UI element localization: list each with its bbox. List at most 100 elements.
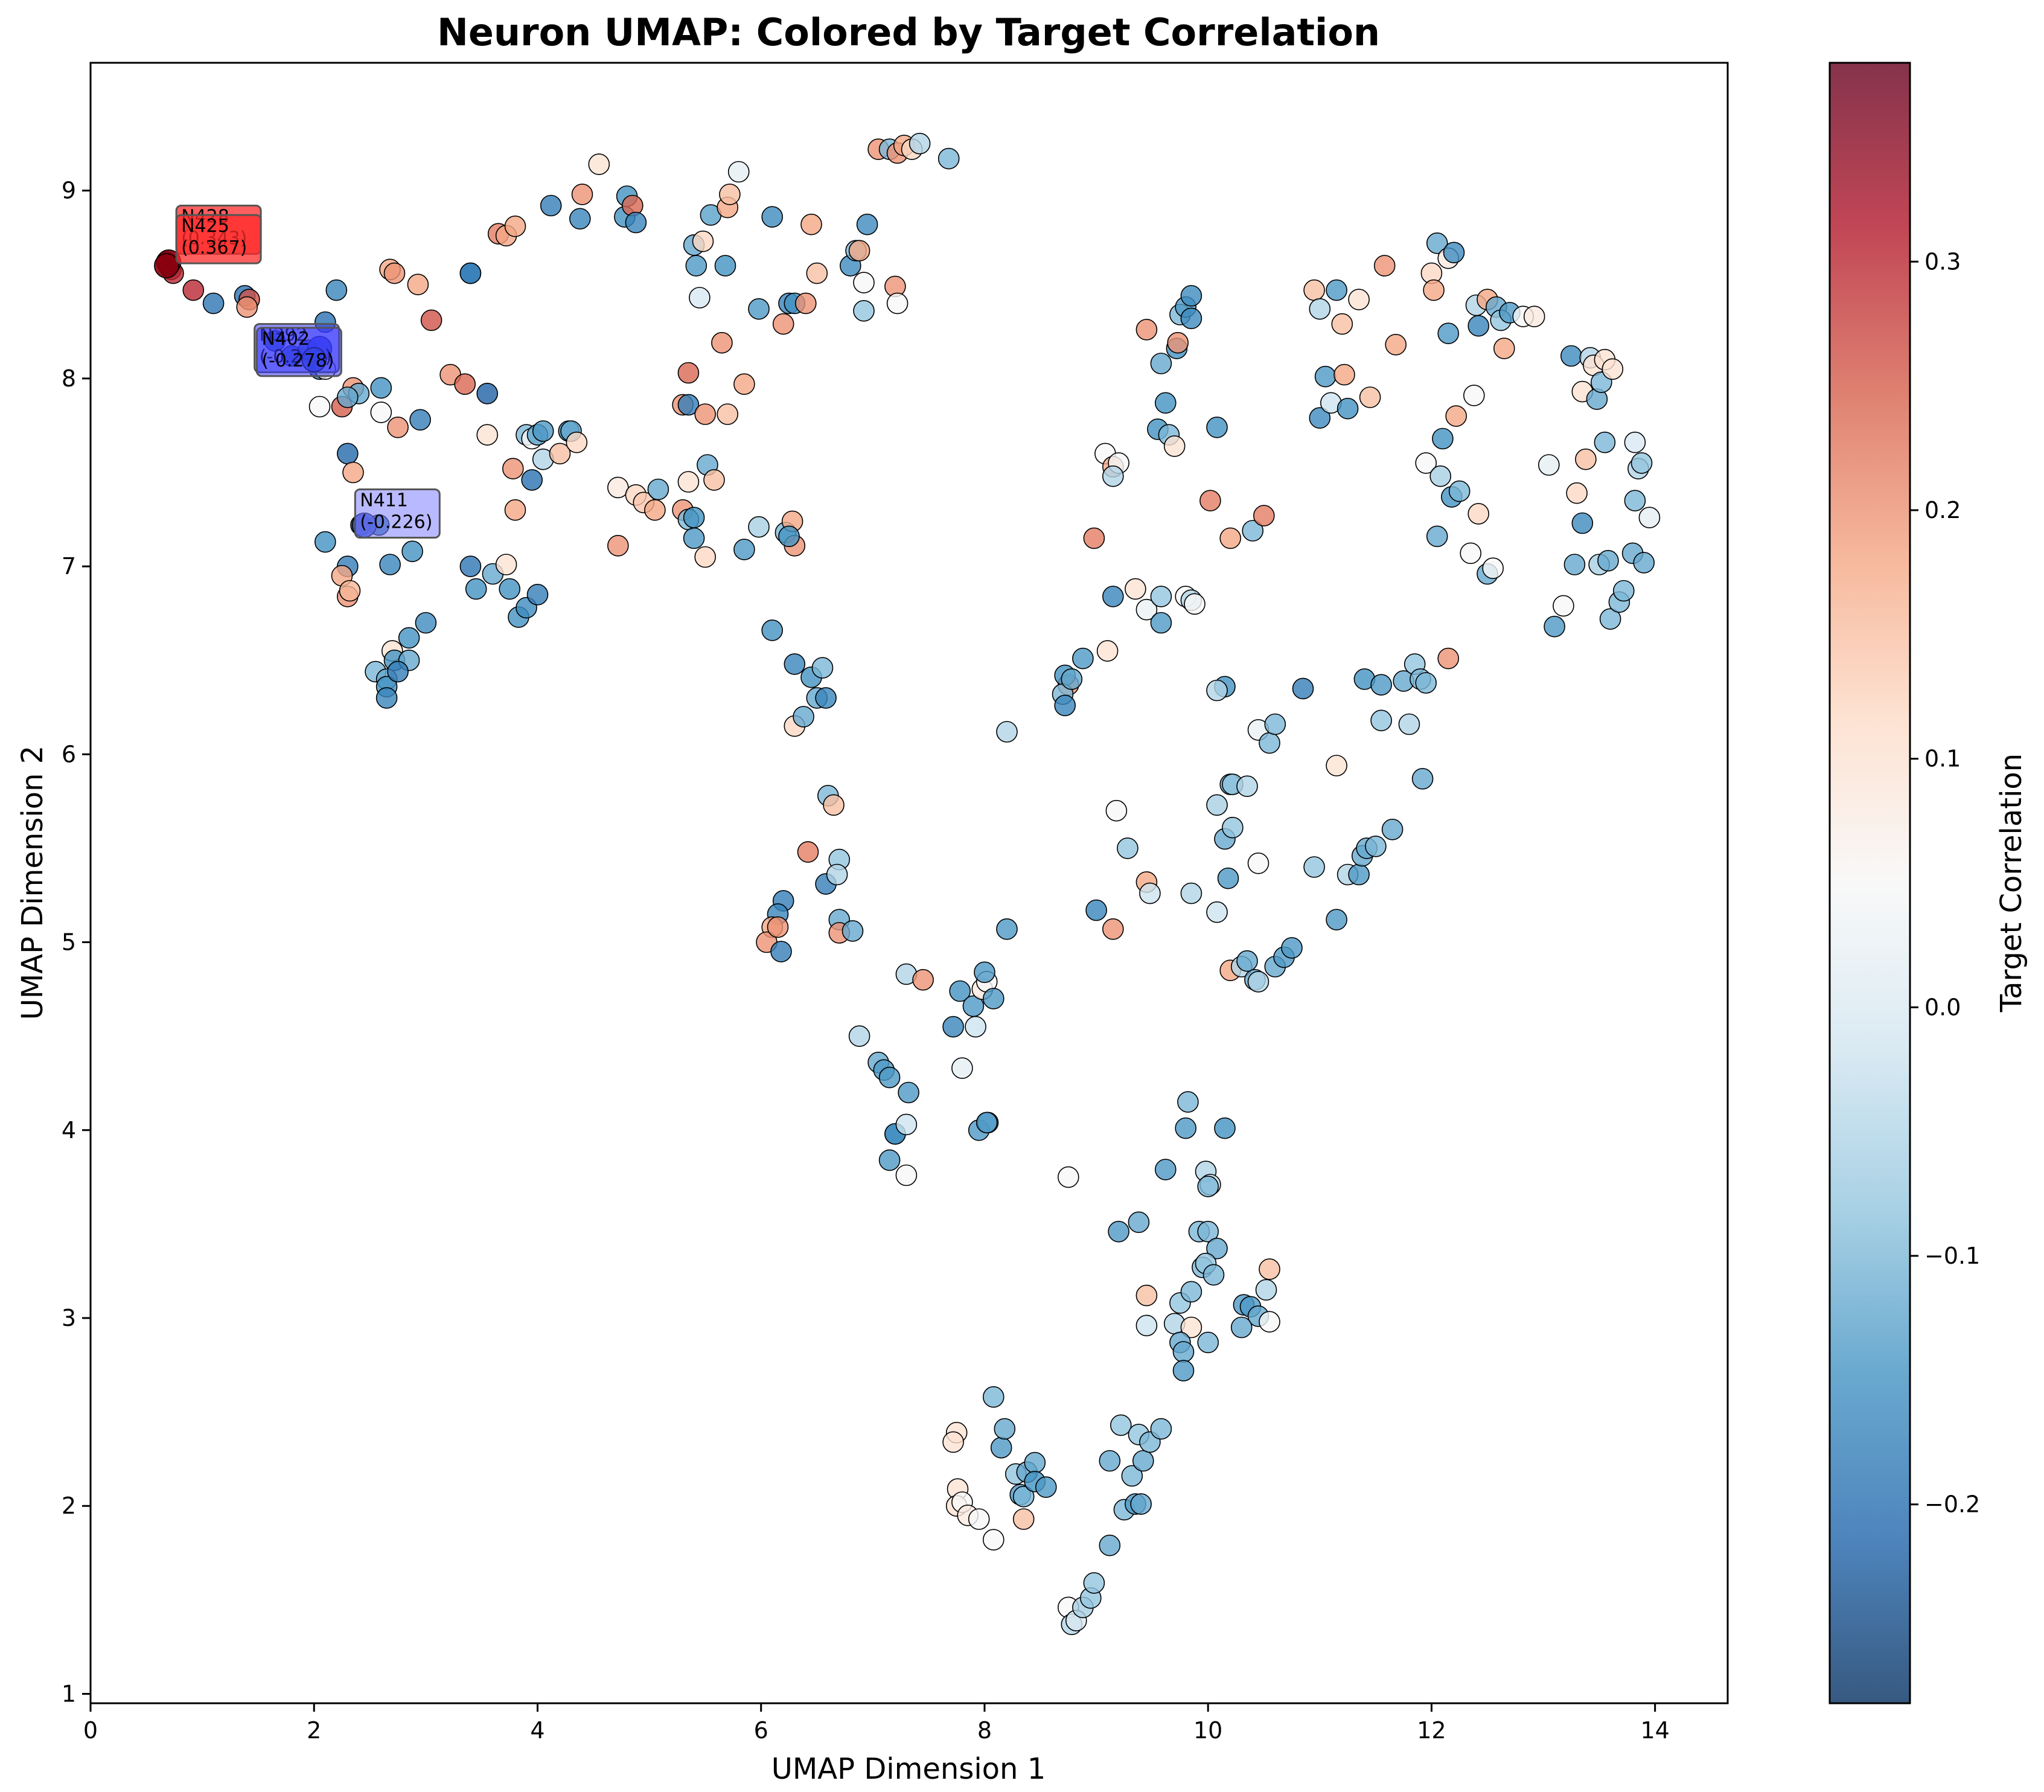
scatter-point bbox=[415, 612, 437, 634]
scatter-point bbox=[1259, 732, 1280, 754]
scatter-point bbox=[937, 147, 960, 170]
scatter-point bbox=[504, 499, 526, 521]
scatter-point bbox=[1468, 315, 1489, 337]
scatter-point bbox=[1303, 856, 1325, 878]
scatter-point bbox=[1125, 578, 1146, 600]
scatter-point bbox=[1024, 1451, 1046, 1474]
scatter-point bbox=[504, 215, 526, 237]
scatter-point bbox=[459, 262, 482, 284]
scatter-point bbox=[1624, 490, 1646, 512]
y-axis-ticks: 1 2 3 4 5 6 7 8 9 bbox=[62, 178, 91, 1707]
scatter-point bbox=[647, 478, 669, 501]
scatter-point bbox=[1575, 448, 1597, 470]
scatter-point bbox=[1326, 279, 1347, 301]
scatter-point bbox=[797, 841, 819, 863]
scatter-point bbox=[1415, 672, 1437, 694]
scatter-point bbox=[1309, 298, 1331, 320]
y-tick-label: 8 bbox=[62, 365, 76, 392]
scatter-point bbox=[1163, 435, 1186, 457]
scatter-point bbox=[1247, 853, 1270, 874]
scatter-point bbox=[1099, 1534, 1121, 1557]
scatter-point bbox=[1102, 918, 1124, 940]
scatter-point bbox=[1259, 1258, 1280, 1280]
scatter-point bbox=[1054, 694, 1076, 717]
scatter-point bbox=[1292, 677, 1314, 700]
x-tick-label: 10 bbox=[1193, 1717, 1222, 1744]
scatter-point bbox=[1493, 338, 1515, 359]
scatter-point bbox=[767, 916, 789, 938]
scatter-point bbox=[401, 540, 423, 563]
scatter-point bbox=[886, 292, 909, 315]
scatter-point bbox=[1309, 407, 1331, 429]
scatter-point bbox=[1150, 612, 1172, 634]
scatter-point bbox=[1264, 713, 1286, 735]
scatter-point bbox=[1281, 937, 1303, 959]
scatter-point bbox=[1482, 557, 1504, 580]
scatter-point bbox=[784, 653, 806, 675]
scatter-point bbox=[942, 1431, 964, 1453]
scatter-point bbox=[815, 687, 837, 709]
scatter-point bbox=[1398, 713, 1420, 735]
scatter-point bbox=[1197, 1221, 1219, 1243]
scatter-point bbox=[1199, 490, 1221, 512]
scatter-point bbox=[727, 161, 750, 183]
x-tick-label: 0 bbox=[83, 1717, 98, 1744]
scatter-point bbox=[465, 578, 487, 600]
scatter-point bbox=[895, 1164, 918, 1186]
scatter-point bbox=[983, 1529, 1004, 1550]
x-tick-label: 14 bbox=[1640, 1717, 1669, 1744]
scatter-point bbox=[1544, 615, 1565, 638]
plot-frame bbox=[89, 62, 1729, 1704]
scatter-point bbox=[588, 153, 610, 175]
scatter-point bbox=[733, 373, 755, 395]
scatter-point bbox=[1155, 1159, 1177, 1180]
scatter-point bbox=[1202, 1264, 1225, 1286]
scatter-point bbox=[387, 661, 409, 683]
scatter-point bbox=[694, 403, 716, 425]
scatter-point bbox=[1177, 1091, 1199, 1113]
scatter-point bbox=[202, 292, 225, 315]
scatter-point bbox=[409, 409, 431, 431]
scatter-point bbox=[532, 420, 554, 442]
scatter-point bbox=[375, 687, 398, 709]
scatter-point bbox=[778, 525, 800, 548]
scatter-point bbox=[1083, 1572, 1105, 1594]
scatter-point bbox=[1445, 405, 1467, 427]
scatter-point bbox=[1337, 397, 1359, 420]
scatter-point bbox=[772, 313, 794, 335]
scatter-point bbox=[996, 721, 1018, 743]
y-tick-label: 7 bbox=[62, 553, 76, 580]
scatter-point bbox=[236, 296, 258, 318]
scatter-point bbox=[1259, 1311, 1280, 1333]
y-tick-label: 1 bbox=[62, 1680, 76, 1707]
scatter-point bbox=[1206, 416, 1228, 438]
scatter-point bbox=[1121, 1465, 1143, 1487]
scatter-point bbox=[325, 279, 348, 301]
scatter-point bbox=[677, 471, 700, 493]
scatter-point bbox=[1415, 452, 1437, 474]
y-tick-label: 6 bbox=[62, 741, 76, 767]
scatter-point bbox=[983, 988, 1004, 1010]
scatter-point bbox=[1135, 1284, 1158, 1307]
scatter-point bbox=[795, 292, 817, 315]
scatter-point bbox=[1155, 392, 1177, 414]
scatter-point bbox=[1538, 454, 1560, 476]
scatter-point bbox=[1624, 431, 1646, 453]
scatter-point bbox=[856, 213, 878, 235]
scatter-point bbox=[1180, 1281, 1202, 1303]
scatter-point bbox=[1571, 512, 1594, 534]
scatter-point bbox=[1167, 331, 1189, 354]
scatter-point bbox=[339, 580, 361, 602]
scatter-point bbox=[1602, 358, 1624, 380]
scatter-point bbox=[454, 373, 476, 395]
scatter-point bbox=[685, 255, 707, 277]
scatter-point bbox=[1197, 1331, 1219, 1354]
scatter-point bbox=[1348, 863, 1370, 886]
scatter-point bbox=[823, 794, 845, 816]
scatter-point bbox=[811, 657, 834, 679]
scatter-point bbox=[383, 262, 406, 284]
scatter-point bbox=[499, 578, 521, 600]
scatter-point bbox=[1443, 242, 1465, 264]
scatter-point bbox=[694, 546, 716, 568]
scatter-point bbox=[476, 382, 499, 405]
